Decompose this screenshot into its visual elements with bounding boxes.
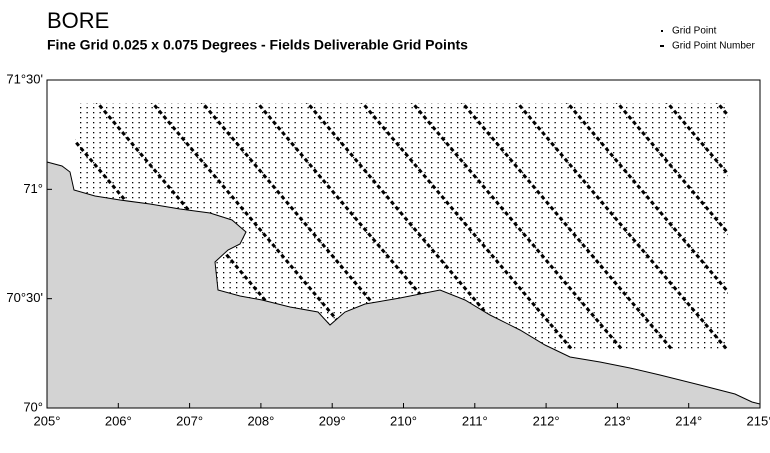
y-tick-label: 71° — [23, 181, 43, 196]
x-tick-label: 208° — [247, 413, 274, 428]
map-subtitle: Fine Grid 0.025 x 0.075 Degrees - Fields… — [47, 37, 468, 53]
map-title: BORE — [47, 8, 109, 33]
grid-number-bands — [75, 103, 728, 350]
y-tick-label: 70°30' — [6, 290, 43, 305]
legend-entry: Grid Point Number — [672, 41, 755, 52]
x-tick-label: 209° — [319, 413, 346, 428]
x-tick-label: 205° — [34, 413, 61, 428]
land — [46, 161, 761, 409]
x-tick-label: 214° — [675, 413, 702, 428]
legend-entry: Grid Point — [672, 26, 717, 37]
x-tick-label: 212° — [533, 413, 560, 428]
legend: Grid Point Grid Point Number — [660, 26, 755, 52]
x-tick-label: 207° — [176, 413, 203, 428]
x-tick-label: 206° — [105, 413, 132, 428]
x-tick-label: 215° — [747, 413, 770, 428]
y-tick-label: 70° — [23, 399, 43, 414]
axes: 205° 206° 207° 208° 209° 210° 211° 212° 213° 214°… — [6, 71, 770, 428]
x-tick-label: 213° — [604, 413, 631, 428]
y-tick-label: 71°30' — [6, 71, 43, 86]
x-tick-label: 210° — [390, 413, 417, 428]
x-tick-label: 211° — [462, 413, 488, 428]
legend-marker — [661, 30, 663, 32]
legend-marker — [660, 45, 664, 47]
